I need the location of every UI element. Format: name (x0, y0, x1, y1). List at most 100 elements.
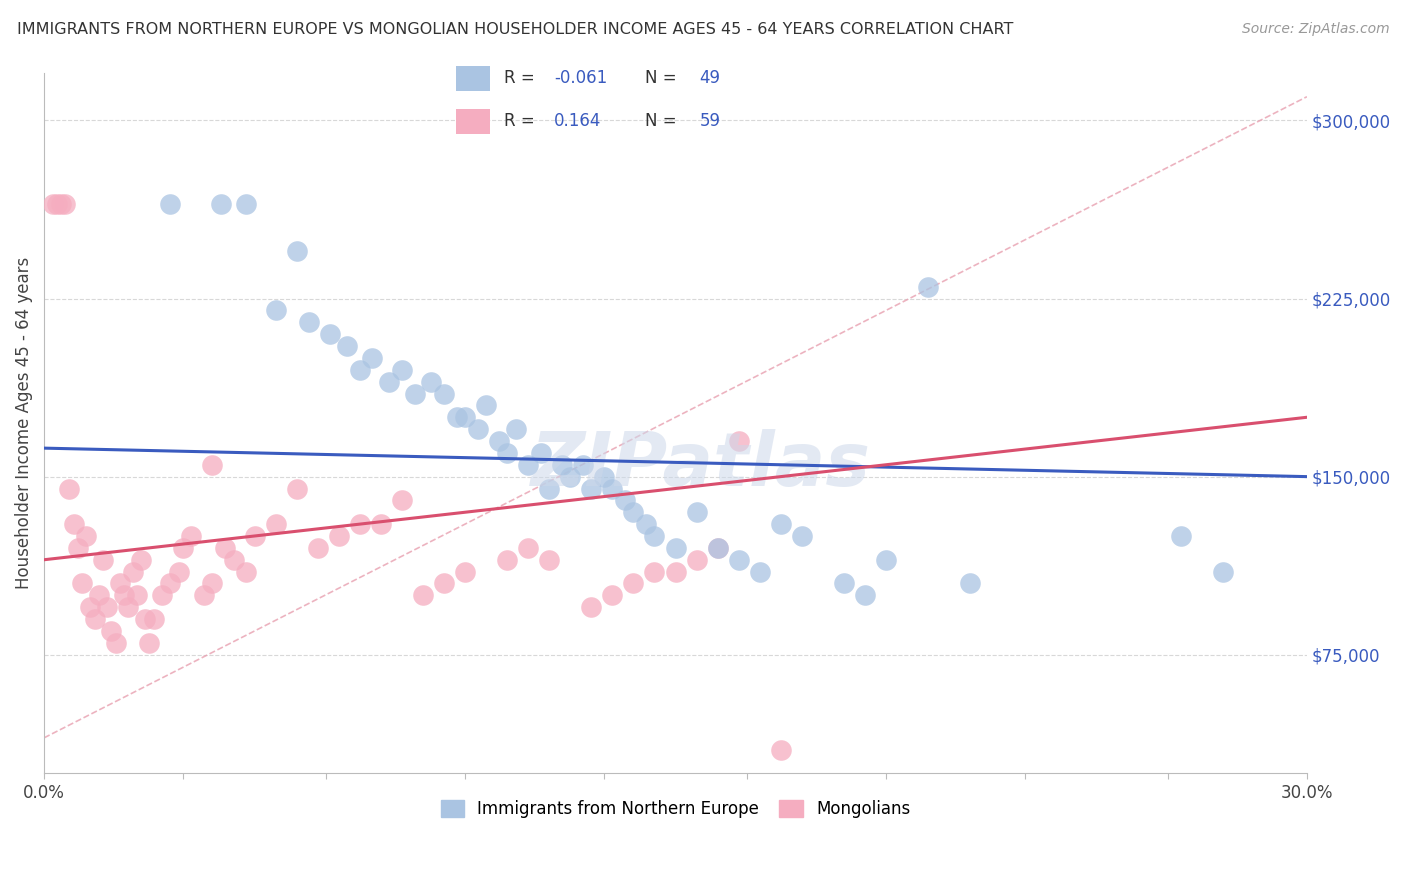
Point (446, 410, 468, 425)
Point (91, 553, 114, 567)
Point (336, 339, 359, 353)
Point (129, 553, 152, 567)
FancyBboxPatch shape (457, 109, 491, 134)
Point (159, 196, 181, 211)
Point (706, 541, 728, 555)
Point (209, 196, 232, 211)
Text: N =: N = (645, 112, 676, 130)
Point (83, 612, 105, 626)
Point (404, 386, 426, 401)
Point (125, 588, 148, 602)
Point (454, 410, 477, 425)
Point (285, 482, 308, 496)
Point (488, 434, 510, 448)
Text: R =: R = (503, 112, 534, 130)
Point (167, 565, 190, 579)
Point (664, 565, 686, 579)
Point (454, 565, 477, 579)
Point (370, 517, 392, 532)
Point (581, 482, 603, 496)
Point (328, 529, 350, 543)
Text: 0.164: 0.164 (554, 112, 602, 130)
Text: N =: N = (645, 70, 676, 87)
Point (264, 517, 287, 532)
Point (917, 279, 939, 293)
Point (1212, 565, 1234, 579)
Point (45, 196, 67, 211)
Point (614, 493, 637, 508)
Point (70, 576, 93, 591)
Point (285, 244, 308, 258)
Point (349, 363, 371, 377)
Point (87, 588, 110, 602)
Point (112, 588, 135, 602)
Point (235, 565, 257, 579)
Point (264, 303, 287, 318)
Point (243, 529, 266, 543)
Text: 49: 49 (699, 70, 720, 87)
Point (538, 553, 561, 567)
Text: Source: ZipAtlas.com: Source: ZipAtlas.com (1241, 22, 1389, 37)
Point (159, 576, 181, 591)
Point (560, 469, 582, 483)
Point (433, 576, 456, 591)
Point (391, 493, 413, 508)
Point (66, 541, 89, 555)
Point (551, 458, 574, 472)
Point (634, 517, 657, 532)
Point (79, 600, 101, 615)
Point (49, 196, 72, 211)
Point (706, 541, 728, 555)
Point (100, 624, 122, 638)
Point (121, 565, 143, 579)
Point (138, 636, 160, 650)
Point (349, 517, 371, 532)
Point (496, 553, 519, 567)
Point (361, 351, 384, 365)
Point (602, 588, 624, 602)
Point (117, 600, 139, 615)
Point (298, 315, 321, 329)
Text: 59: 59 (699, 112, 720, 130)
Point (853, 588, 876, 602)
Point (378, 375, 401, 389)
Legend: Immigrants from Northern Europe, Mongolians: Immigrants from Northern Europe, Mongoli… (434, 793, 917, 824)
Point (142, 612, 165, 626)
Text: R =: R = (503, 70, 534, 87)
Text: ZIPatlas: ZIPatlas (530, 429, 870, 501)
Point (832, 576, 855, 591)
Point (214, 541, 236, 555)
Point (517, 458, 540, 472)
Point (790, 529, 813, 543)
Point (685, 505, 707, 519)
Point (727, 434, 749, 448)
Point (58, 482, 80, 496)
Point (475, 398, 498, 412)
Point (433, 386, 456, 401)
Point (467, 422, 489, 436)
Point (685, 553, 707, 567)
Point (748, 565, 770, 579)
Point (41, 196, 63, 211)
Point (538, 482, 561, 496)
Point (623, 505, 645, 519)
Point (530, 446, 553, 460)
Point (959, 576, 981, 591)
Point (572, 458, 595, 472)
Point (602, 482, 624, 496)
Point (222, 553, 245, 567)
Point (134, 612, 156, 626)
Point (193, 588, 215, 602)
Point (1170, 529, 1192, 543)
Point (307, 541, 329, 555)
Text: -0.061: -0.061 (554, 70, 607, 87)
Point (391, 363, 413, 377)
Point (581, 600, 603, 615)
Point (104, 636, 127, 650)
Text: IMMIGRANTS FROM NORTHERN EUROPE VS MONGOLIAN HOUSEHOLDER INCOME AGES 45 - 64 YEA: IMMIGRANTS FROM NORTHERN EUROPE VS MONGO… (17, 22, 1014, 37)
Point (53, 196, 76, 211)
Point (664, 541, 686, 555)
Point (623, 576, 645, 591)
Y-axis label: Householder Income Ages 45 - 64 years: Householder Income Ages 45 - 64 years (15, 257, 32, 590)
Point (420, 375, 443, 389)
